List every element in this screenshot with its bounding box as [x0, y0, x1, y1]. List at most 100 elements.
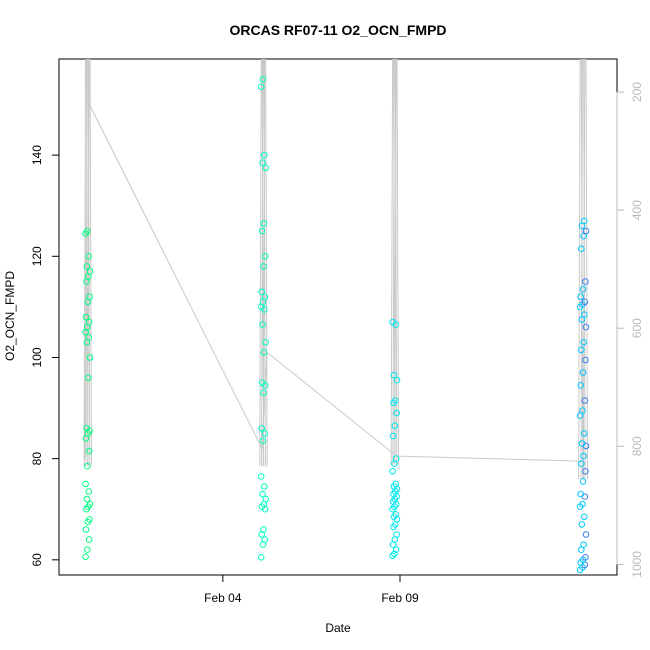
right-tick-label: 1000	[630, 551, 644, 578]
data-point	[82, 553, 89, 561]
profile-line	[89, 58, 92, 466]
data-point	[582, 323, 590, 331]
data-point	[258, 379, 266, 387]
data-point	[580, 452, 587, 460]
data-point	[257, 554, 265, 561]
data-point	[261, 483, 268, 490]
profile-line	[87, 58, 90, 466]
data-point	[262, 495, 270, 503]
data-point	[85, 318, 93, 326]
data-point	[260, 263, 267, 270]
data-point	[83, 495, 91, 503]
data-point	[392, 546, 400, 554]
data-point	[260, 526, 267, 533]
x-tick-label: Feb 04	[204, 591, 242, 605]
data-point	[86, 268, 94, 275]
data-point	[259, 159, 266, 166]
data-point	[580, 217, 588, 225]
data-point	[578, 460, 585, 468]
data-point	[582, 554, 589, 561]
data-point	[85, 536, 93, 543]
data-point	[259, 321, 266, 328]
profile-line	[262, 58, 266, 467]
data-point	[577, 382, 585, 389]
y-tick-label: 60	[30, 553, 44, 567]
data-point	[389, 432, 397, 440]
profile-line	[585, 58, 588, 479]
right-tick-label: 200	[630, 82, 644, 102]
y-tick-label: 100	[30, 347, 44, 367]
data-point	[257, 473, 265, 480]
data-point	[262, 164, 270, 172]
x-axis-label: Date	[325, 621, 351, 635]
data-point	[578, 440, 586, 447]
data-point	[391, 422, 399, 430]
data-point	[86, 500, 94, 508]
data-point	[83, 263, 91, 270]
data-point	[258, 425, 266, 432]
data-point	[392, 480, 400, 488]
data-point	[580, 232, 587, 240]
y-axis-label: O2_OCN_FMPD	[3, 271, 17, 361]
data-point	[390, 371, 398, 379]
data-point	[579, 500, 586, 508]
data-point	[86, 354, 94, 361]
data-point	[82, 526, 90, 533]
data-point	[259, 490, 266, 498]
chart-title: ORCAS RF07-11 O2_OCN_FMPD	[229, 22, 446, 38]
data-point	[83, 425, 90, 432]
data-point	[389, 468, 396, 475]
right-tick-label: 800	[630, 436, 644, 456]
data-point	[580, 311, 588, 318]
profile-line	[396, 58, 400, 465]
data-point	[393, 531, 400, 538]
profile-line	[261, 58, 264, 467]
data-point	[580, 339, 587, 346]
data-point	[582, 531, 590, 538]
data-point	[82, 480, 89, 488]
data-point	[261, 536, 269, 543]
data-point	[393, 409, 400, 417]
y-tick-label: 120	[30, 246, 44, 266]
x-tick-label: Feb 09	[381, 591, 419, 605]
data-point	[261, 252, 269, 260]
data-point	[84, 462, 91, 470]
data-point	[582, 468, 589, 475]
plot-frame	[58, 58, 618, 576]
data-point	[84, 227, 91, 235]
data-point	[579, 407, 586, 414]
y-tick-label: 80	[30, 452, 44, 466]
profile-line	[259, 58, 262, 467]
data-point	[258, 227, 266, 235]
data-point	[261, 293, 269, 301]
data-point	[582, 356, 589, 364]
data-point	[582, 227, 590, 235]
data-point	[82, 313, 90, 321]
profile-line	[83, 58, 87, 466]
data-point	[580, 541, 587, 548]
data-point	[85, 333, 92, 341]
right-tick-label: 600	[630, 318, 644, 338]
right-tick-label: 400	[630, 200, 644, 220]
data-point	[389, 552, 396, 560]
profile-line	[394, 58, 397, 465]
data-point	[392, 397, 399, 404]
profile-line	[392, 58, 395, 465]
data-point	[389, 318, 396, 326]
data-point	[86, 516, 93, 523]
data-point	[577, 490, 585, 498]
profile-line	[580, 58, 583, 479]
data-point	[582, 278, 589, 285]
data-point	[579, 285, 587, 293]
data-point	[581, 397, 589, 404]
data-point	[259, 75, 267, 83]
data-point	[578, 346, 585, 354]
data-point	[84, 374, 92, 382]
data-point	[260, 349, 268, 356]
profile-line	[390, 58, 394, 465]
data-point	[392, 511, 400, 518]
profile-line	[582, 58, 586, 479]
data-point	[85, 488, 92, 495]
data-point	[84, 546, 91, 554]
